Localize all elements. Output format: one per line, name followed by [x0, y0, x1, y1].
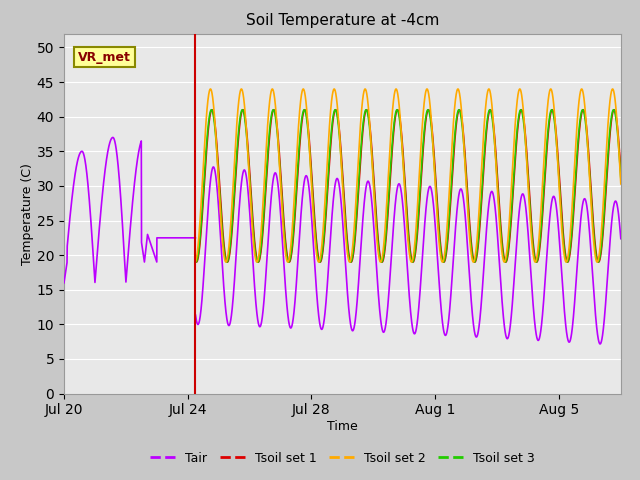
Title: Soil Temperature at -4cm: Soil Temperature at -4cm [246, 13, 439, 28]
Y-axis label: Temperature (C): Temperature (C) [21, 163, 34, 264]
Legend: Tair, Tsoil set 1, Tsoil set 2, Tsoil set 3: Tair, Tsoil set 1, Tsoil set 2, Tsoil se… [145, 447, 540, 469]
Text: VR_met: VR_met [78, 50, 131, 63]
X-axis label: Time: Time [327, 420, 358, 433]
